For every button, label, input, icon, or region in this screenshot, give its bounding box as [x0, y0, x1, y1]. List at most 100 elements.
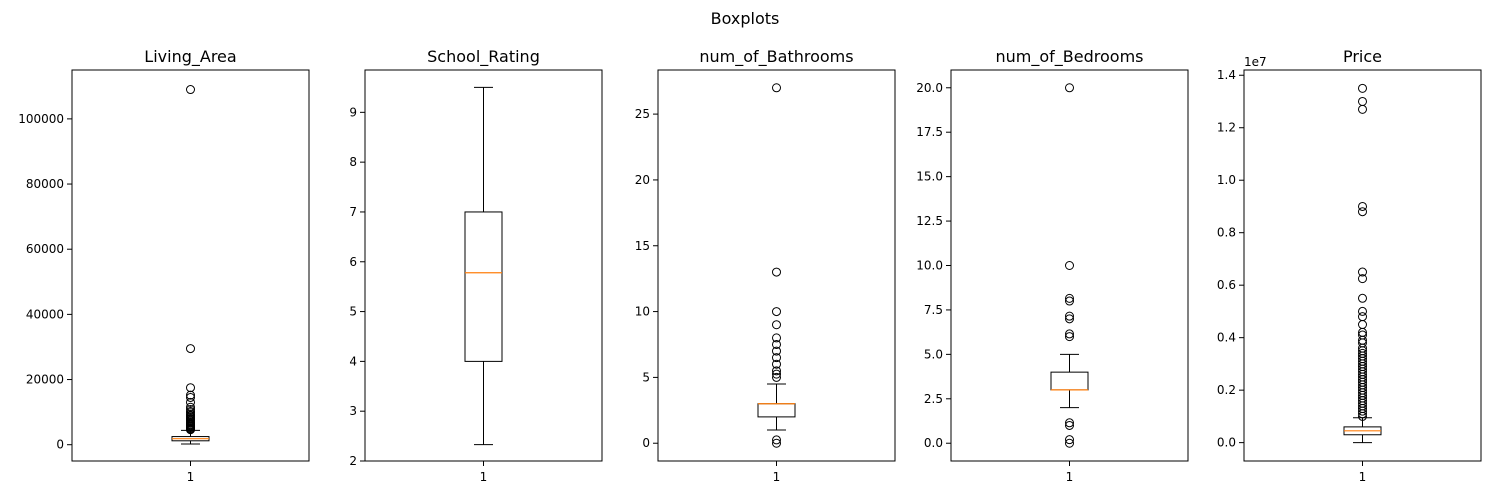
y-tick-label: 2.5: [924, 392, 943, 406]
outlier-point: [1358, 312, 1367, 322]
panel-title: num_of_Bedrooms: [996, 47, 1144, 67]
outlier-point: [772, 372, 781, 382]
y-tick-label: 1.0: [1217, 173, 1236, 187]
iqr-box: [1050, 371, 1089, 391]
x-tick-label: 1: [480, 470, 488, 484]
iqr-box: [464, 211, 503, 362]
outlier-point: [186, 390, 195, 400]
y-tick-label: 15: [635, 239, 650, 253]
outlier-point: [1358, 320, 1367, 330]
y-tick-label: 3: [349, 404, 357, 418]
y-tick-label: 0.8: [1217, 226, 1236, 240]
outlier-point: [1065, 293, 1074, 303]
panel-title: num_of_Bathrooms: [699, 47, 853, 67]
x-tick-label: 1: [187, 470, 195, 484]
outlier-point: [1358, 274, 1367, 284]
axis-offset-label: 1e7: [1244, 55, 1267, 69]
figure-suptitle: Boxplots: [711, 9, 780, 28]
outlier-point: [772, 320, 781, 330]
y-tick-label: 15.0: [916, 170, 943, 184]
y-tick-label: 100000: [18, 112, 64, 126]
axes-frame: [950, 69, 1189, 462]
y-tick-label: 0.0: [924, 436, 943, 450]
outlier-point: [186, 392, 195, 402]
y-tick-label: 0.6: [1217, 278, 1236, 292]
axes-frame: [71, 69, 310, 462]
y-tick-label: 1.4: [1217, 68, 1236, 82]
panel-3: num_of_Bathrooms 0 5 10 15 20 25 1: [635, 47, 896, 484]
outlier-point: [1358, 104, 1367, 114]
y-tick-label: 0: [56, 438, 64, 452]
y-tick-label: 80000: [26, 177, 64, 191]
x-tick-label: 1: [773, 470, 781, 484]
y-tick-label: 4: [349, 354, 357, 368]
outlier-point: [1065, 420, 1074, 430]
panel-title: Price: [1343, 47, 1382, 66]
y-tick-label: 10.0: [916, 259, 943, 273]
panel-4: num_of_Bedrooms 0.0 2.5 5.0 7.5 10.0 12.5 15.0 1…: [916, 47, 1189, 484]
outlier-point: [772, 438, 781, 448]
x-tick-label: 1: [1066, 470, 1074, 484]
outlier-point: [186, 85, 195, 95]
outlier-point: [1065, 332, 1074, 342]
x-tick-label: 1: [1359, 470, 1367, 484]
outlier-point: [772, 307, 781, 317]
outlier-point: [1065, 83, 1074, 93]
outlier-point: [1065, 296, 1074, 306]
y-tick-label: 2: [349, 454, 357, 468]
outlier-point: [186, 383, 195, 393]
outlier-point: [772, 359, 781, 369]
y-tick-label: 10: [635, 305, 650, 319]
panels: Living_Area0200004000060000800001000001S…: [18, 47, 1482, 484]
y-tick-label: 60000: [26, 242, 64, 256]
iqr-box: [757, 403, 796, 418]
y-tick-label: 8: [349, 155, 357, 169]
panel-title: Living_Area: [144, 47, 236, 67]
panel-title: School_Rating: [427, 47, 540, 67]
y-tick-label: 5: [642, 370, 650, 384]
outlier-point: [1358, 293, 1367, 303]
y-tick-label: 7.5: [924, 303, 943, 317]
outlier-point: [1358, 267, 1367, 277]
outlier-point: [772, 435, 781, 445]
outlier-point: [1358, 207, 1367, 217]
outlier-point: [1358, 96, 1367, 106]
panel-2: School_Rating 2 3 4 5 6 7 8 9 1: [349, 47, 603, 484]
y-tick-label: 40000: [26, 307, 64, 321]
outlier-point: [1065, 261, 1074, 270]
outlier-point: [186, 344, 195, 354]
outlier-point: [1358, 409, 1367, 419]
outlier-point: [1358, 201, 1367, 211]
outlier-point: [1065, 435, 1074, 445]
y-tick-label: 1.2: [1217, 121, 1236, 135]
y-tick-label: 20: [635, 173, 650, 187]
axes-frame: [364, 69, 603, 462]
y-tick-label: 0.2: [1217, 383, 1236, 397]
outlier-point: [772, 369, 781, 379]
panel-1: Living_Area 0 20000 40000 60000 80000 100000 1: [18, 47, 310, 484]
outlier-point: [772, 366, 781, 376]
y-tick-label: 5: [349, 305, 357, 319]
outlier-point: [1065, 438, 1074, 448]
outlier-point: [1358, 306, 1367, 316]
y-tick-label: 12.5: [916, 214, 943, 228]
y-tick-label: 0.4: [1217, 331, 1236, 345]
outlier-point: [772, 353, 781, 363]
outlier-point: [772, 346, 781, 356]
outlier-point: [1065, 418, 1074, 428]
outlier-point: [1358, 411, 1367, 421]
y-tick-label: 0: [642, 436, 650, 450]
panel-5: Price 1e7 0.0 0.2 0.4 0.6 0.8 1.0 1.2 1.4 1: [1217, 47, 1482, 484]
y-tick-label: 6: [349, 255, 357, 269]
y-tick-label: 25: [635, 107, 650, 121]
y-tick-label: 5.0: [924, 347, 943, 361]
outlier-point: [186, 397, 195, 407]
outlier-point: [186, 425, 195, 435]
y-tick-label: 7: [349, 205, 357, 219]
axes-frame: [1243, 69, 1482, 462]
outlier-point: [772, 83, 781, 93]
outlier-point: [1065, 329, 1074, 339]
outlier-point: [772, 333, 781, 343]
outlier-point: [772, 339, 781, 349]
outlier-point: [1358, 406, 1367, 416]
